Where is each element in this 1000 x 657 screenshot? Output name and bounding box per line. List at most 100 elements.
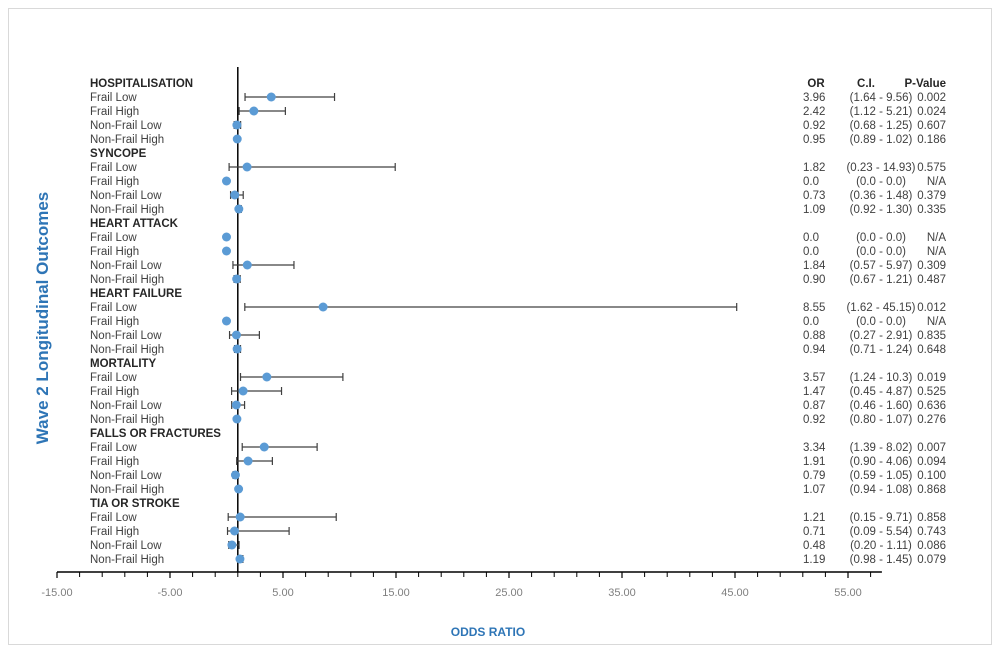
or-value: 1.82 <box>803 162 825 174</box>
header-or: OR <box>807 78 825 90</box>
or-value: 0.94 <box>803 344 826 356</box>
header-p-value: P-Value <box>904 78 946 90</box>
ci-value: (0.46 - 1.60) <box>850 400 913 412</box>
ci-value: (0.36 - 1.48) <box>850 190 913 202</box>
ci-value: (0.90 - 4.06) <box>850 456 913 468</box>
or-point <box>231 330 241 340</box>
ci-value: (0.71 - 1.24) <box>850 344 913 356</box>
row-label: Non-Frail Low <box>90 540 162 552</box>
or-point <box>222 246 231 256</box>
ci-value: (1.12 - 5.21) <box>850 106 913 118</box>
p-value: N/A <box>927 232 947 244</box>
row-label: Frail High <box>90 106 139 118</box>
row-label: Frail High <box>90 176 139 188</box>
p-value: 0.648 <box>917 344 946 356</box>
p-value: 0.525 <box>917 386 946 398</box>
or-point <box>232 344 242 354</box>
ci-value: (0.0 - 0.0) <box>856 176 906 188</box>
ci-value: (0.0 - 0.0) <box>856 246 906 258</box>
or-value: 1.21 <box>803 512 825 524</box>
row-label: Non-Frail Low <box>90 470 162 482</box>
ci-value: (1.39 - 8.02) <box>850 442 913 454</box>
ci-value: (0.20 - 1.11) <box>850 540 912 552</box>
row-label: Non-Frail High <box>90 484 164 496</box>
p-value: 0.309 <box>917 260 946 272</box>
group-heading: HEART FAILURE <box>90 288 182 300</box>
or-point <box>232 274 242 284</box>
group-heading: MORTALITY <box>90 358 157 370</box>
y-axis-title: Wave 2 Longitudinal Outcomes <box>33 192 52 445</box>
or-point <box>227 540 237 550</box>
or-point <box>242 162 252 172</box>
or-point <box>318 302 328 312</box>
row-label: Frail High <box>90 456 139 468</box>
p-value: 0.858 <box>917 512 946 524</box>
p-value: 0.007 <box>917 442 946 454</box>
chart-border <box>8 8 992 645</box>
ci-value: (0.15 - 9.71) <box>850 512 913 524</box>
group-heading: HEART ATTACK <box>90 218 179 230</box>
x-tick-label: 5.00 <box>272 587 293 599</box>
row-label: Frail Low <box>90 512 137 524</box>
ci-value: (0.57 - 5.97) <box>850 260 913 272</box>
p-value: 0.379 <box>917 190 946 202</box>
ci-value: (0.80 - 1.07) <box>850 414 913 426</box>
or-value: 0.92 <box>803 120 825 132</box>
or-point <box>232 120 242 130</box>
ci-value: (1.62 - 45.15) <box>846 302 915 314</box>
ci-value: (0.23 - 14.93) <box>846 162 915 174</box>
p-value: N/A <box>927 246 947 258</box>
x-tick-label: -15.00 <box>41 587 72 599</box>
or-value: 1.19 <box>803 554 825 566</box>
x-tick-label: 55.00 <box>834 587 862 599</box>
or-value: 0.79 <box>803 470 825 482</box>
ci-value: (0.67 - 1.21) <box>850 274 913 286</box>
or-value: 3.34 <box>803 442 826 454</box>
row-label: Frail Low <box>90 372 137 384</box>
p-value: 0.012 <box>917 302 946 314</box>
p-value: 0.086 <box>917 540 946 552</box>
or-point <box>234 484 244 494</box>
p-value: 0.575 <box>917 162 946 174</box>
or-point <box>242 260 252 270</box>
or-point <box>232 414 242 424</box>
ci-value: (0.89 - 1.02) <box>850 134 913 146</box>
or-point <box>243 456 253 466</box>
p-value: 0.335 <box>917 204 946 216</box>
ci-value: (0.68 - 1.25) <box>850 120 913 132</box>
or-value: 1.84 <box>803 260 826 272</box>
or-point <box>230 470 240 480</box>
or-point <box>259 442 269 452</box>
ci-value: (0.0 - 0.0) <box>856 232 906 244</box>
p-value: 0.607 <box>917 120 946 132</box>
or-point <box>234 204 244 214</box>
or-value: 0.48 <box>803 540 825 552</box>
p-value: 0.636 <box>917 400 946 412</box>
or-point <box>231 400 241 410</box>
ci-value: (1.64 - 9.56) <box>850 92 913 104</box>
row-label: Non-Frail High <box>90 414 164 426</box>
ci-value: (0.45 - 4.87) <box>850 386 913 398</box>
or-value: 1.09 <box>803 204 825 216</box>
p-value: 0.835 <box>917 330 946 342</box>
or-value: 0.0 <box>803 176 819 188</box>
p-value: N/A <box>927 316 947 328</box>
or-value: 0.0 <box>803 232 819 244</box>
group-heading: HOSPITALISATION <box>90 78 193 90</box>
row-label: Frail High <box>90 246 139 258</box>
or-point <box>230 190 240 200</box>
or-value: 0.71 <box>803 526 825 538</box>
or-value: 0.88 <box>803 330 825 342</box>
ci-value: (0.98 - 1.45) <box>850 554 913 566</box>
or-point <box>230 526 240 536</box>
row-label: Frail Low <box>90 442 137 454</box>
ci-value: (0.92 - 1.30) <box>850 204 913 216</box>
row-label: Non-Frail Low <box>90 260 162 272</box>
header-ci: C.I. <box>857 78 875 90</box>
or-value: 2.42 <box>803 106 825 118</box>
row-label: Frail High <box>90 316 139 328</box>
row-label: Frail Low <box>90 302 137 314</box>
row-label: Non-Frail Low <box>90 330 162 342</box>
p-value: 0.186 <box>917 134 946 146</box>
row-label: Non-Frail Low <box>90 120 162 132</box>
